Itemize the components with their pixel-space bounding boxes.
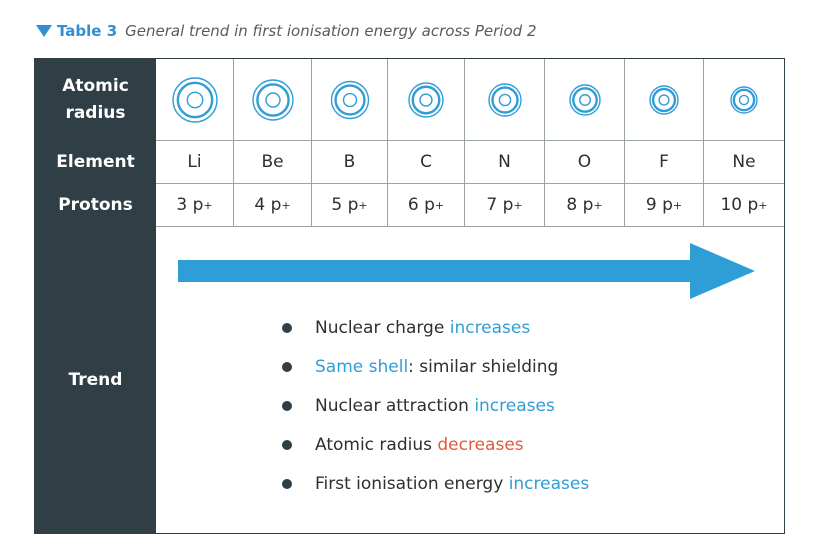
proton-count-value: 8 p [566, 195, 594, 215]
atom-cell [234, 59, 312, 141]
nucleus-ring [264, 91, 281, 108]
bullet-icon [282, 440, 292, 450]
atom-cell [312, 59, 388, 141]
proton-charge-sign: + [434, 198, 445, 212]
bullet-icon [282, 479, 292, 489]
nucleus-ring [419, 92, 433, 107]
proton-charge-sign: + [672, 198, 683, 212]
atom-icon [171, 76, 218, 123]
proton-charge-sign: + [593, 198, 603, 212]
proton-count-value: 3 p [176, 195, 204, 215]
row-label-element: Element [56, 152, 135, 172]
proton-count-value: 5 p [331, 195, 359, 215]
proton-charge-sign: + [281, 198, 291, 212]
atom-icon [649, 84, 679, 115]
atom-cell [156, 59, 234, 141]
trend-list: Nuclear charge increases Same shell: sim… [282, 317, 589, 512]
atom-icon [487, 82, 522, 117]
nucleus-ring [498, 93, 511, 106]
proton-count: 6 p + [388, 184, 465, 227]
shell-ring [571, 86, 598, 113]
proton-count: 4 p + [234, 184, 312, 227]
row-label-trend: Trend [68, 369, 123, 390]
row-label-protons: Protons [58, 195, 133, 215]
element-grid: Li 3 p + Be 4 p + B 5 p + C 6 p + N 7 p + O 8 p + F 9 p + Ne 1… [156, 59, 784, 227]
element-symbol: C [388, 141, 465, 184]
proton-charge-sign: + [513, 198, 523, 212]
shell-ring [651, 87, 677, 112]
table-caption: Table 3 General trend in first ionisation… [36, 22, 536, 40]
shell-ring [333, 83, 366, 116]
shell-ring [732, 88, 756, 111]
table-number: Table 3 [57, 22, 118, 40]
proton-count-value: 7 p [486, 195, 514, 215]
bullet-icon [282, 401, 292, 411]
shell-ring [176, 81, 213, 118]
nucleus-ring [738, 94, 750, 105]
atom-cell [388, 59, 465, 141]
shell-ring [487, 82, 522, 117]
row-label-line: Atomic [62, 76, 129, 96]
trend-arrow [178, 243, 755, 299]
trend-item-atomic-radius: Atomic radius decreases [282, 434, 589, 473]
atom-cell [704, 59, 784, 141]
trend-table: Atomic radius Element Protons Trend Li 3 p… [34, 58, 785, 534]
element-symbol: Ne [704, 141, 784, 184]
shell-ring [490, 85, 519, 114]
header-column: Atomic radius Element Protons Trend [35, 59, 156, 533]
element-symbol: O [545, 141, 625, 184]
atom-icon [330, 80, 369, 119]
proton-charge-sign: + [203, 198, 213, 212]
shell-ring [330, 80, 369, 119]
proton-count-value: 4 p [254, 195, 282, 215]
proton-count: 8 p + [545, 184, 625, 227]
element-symbol: B [312, 141, 388, 184]
nucleus-ring [658, 93, 670, 106]
element-symbol: F [625, 141, 704, 184]
atom-icon [251, 78, 294, 121]
shell-ring [649, 84, 679, 115]
shell-ring [411, 85, 441, 114]
proton-count-value: 9 p [645, 195, 673, 215]
trend-item-nuclear-charge: Nuclear charge increases [282, 317, 589, 356]
trend-item-ionisation-energy: First ionisation energy increases [282, 473, 589, 512]
shell-ring [251, 78, 294, 121]
element-symbol: Be [234, 141, 312, 184]
trend-area: Nuclear charge increases Same shell: sim… [156, 227, 784, 533]
bullet-icon [282, 323, 292, 333]
proton-count: 7 p + [465, 184, 545, 227]
atom-cell [545, 59, 625, 141]
proton-count: 9 p + [625, 184, 704, 227]
triangle-down-icon [36, 25, 52, 37]
proton-count-value: 6 p [407, 195, 435, 215]
row-label-line: radius [65, 103, 126, 123]
proton-count: 3 p + [156, 184, 234, 227]
bullet-icon [282, 362, 292, 372]
trend-item-shielding: Same shell: similar shielding [282, 356, 589, 395]
element-symbol: Li [156, 141, 234, 184]
shell-ring [408, 81, 444, 118]
atom-icon [408, 81, 444, 118]
proton-count-value: 10 p [720, 195, 759, 215]
atom-cell [625, 59, 704, 141]
atom-icon [730, 85, 758, 114]
row-label-atomic-radius: Atomic radius [35, 59, 156, 141]
shell-ring [568, 83, 601, 116]
nucleus-ring [342, 92, 357, 107]
shell-ring [255, 82, 290, 117]
trend-item-nuclear-attraction: Nuclear attraction increases [282, 395, 589, 434]
nucleus-ring [578, 93, 591, 106]
shell-ring [171, 76, 218, 123]
shell-ring [730, 85, 758, 114]
nucleus-ring [186, 91, 203, 108]
atom-cell [465, 59, 545, 141]
proton-charge-sign: + [358, 198, 368, 212]
element-symbol: N [465, 141, 545, 184]
atom-icon [568, 83, 601, 116]
proton-charge-sign: + [758, 198, 768, 212]
proton-count: 10 p + [704, 184, 784, 227]
proton-count: 5 p + [312, 184, 388, 227]
table-title: General trend in first ionisation energy… [125, 22, 537, 40]
